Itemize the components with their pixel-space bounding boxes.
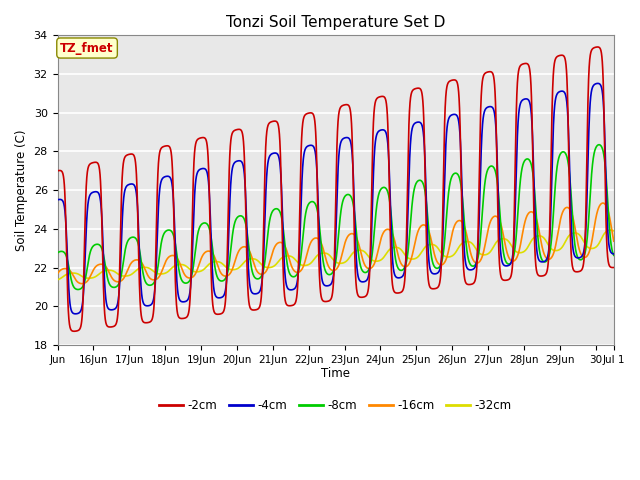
Title: Tonzi Soil Temperature Set D: Tonzi Soil Temperature Set D [226, 15, 445, 30]
Legend: -2cm, -4cm, -8cm, -16cm, -32cm: -2cm, -4cm, -8cm, -16cm, -32cm [155, 394, 516, 416]
X-axis label: Time: Time [321, 367, 350, 381]
Text: TZ_fmet: TZ_fmet [60, 42, 114, 55]
Y-axis label: Soil Temperature (C): Soil Temperature (C) [15, 130, 28, 251]
